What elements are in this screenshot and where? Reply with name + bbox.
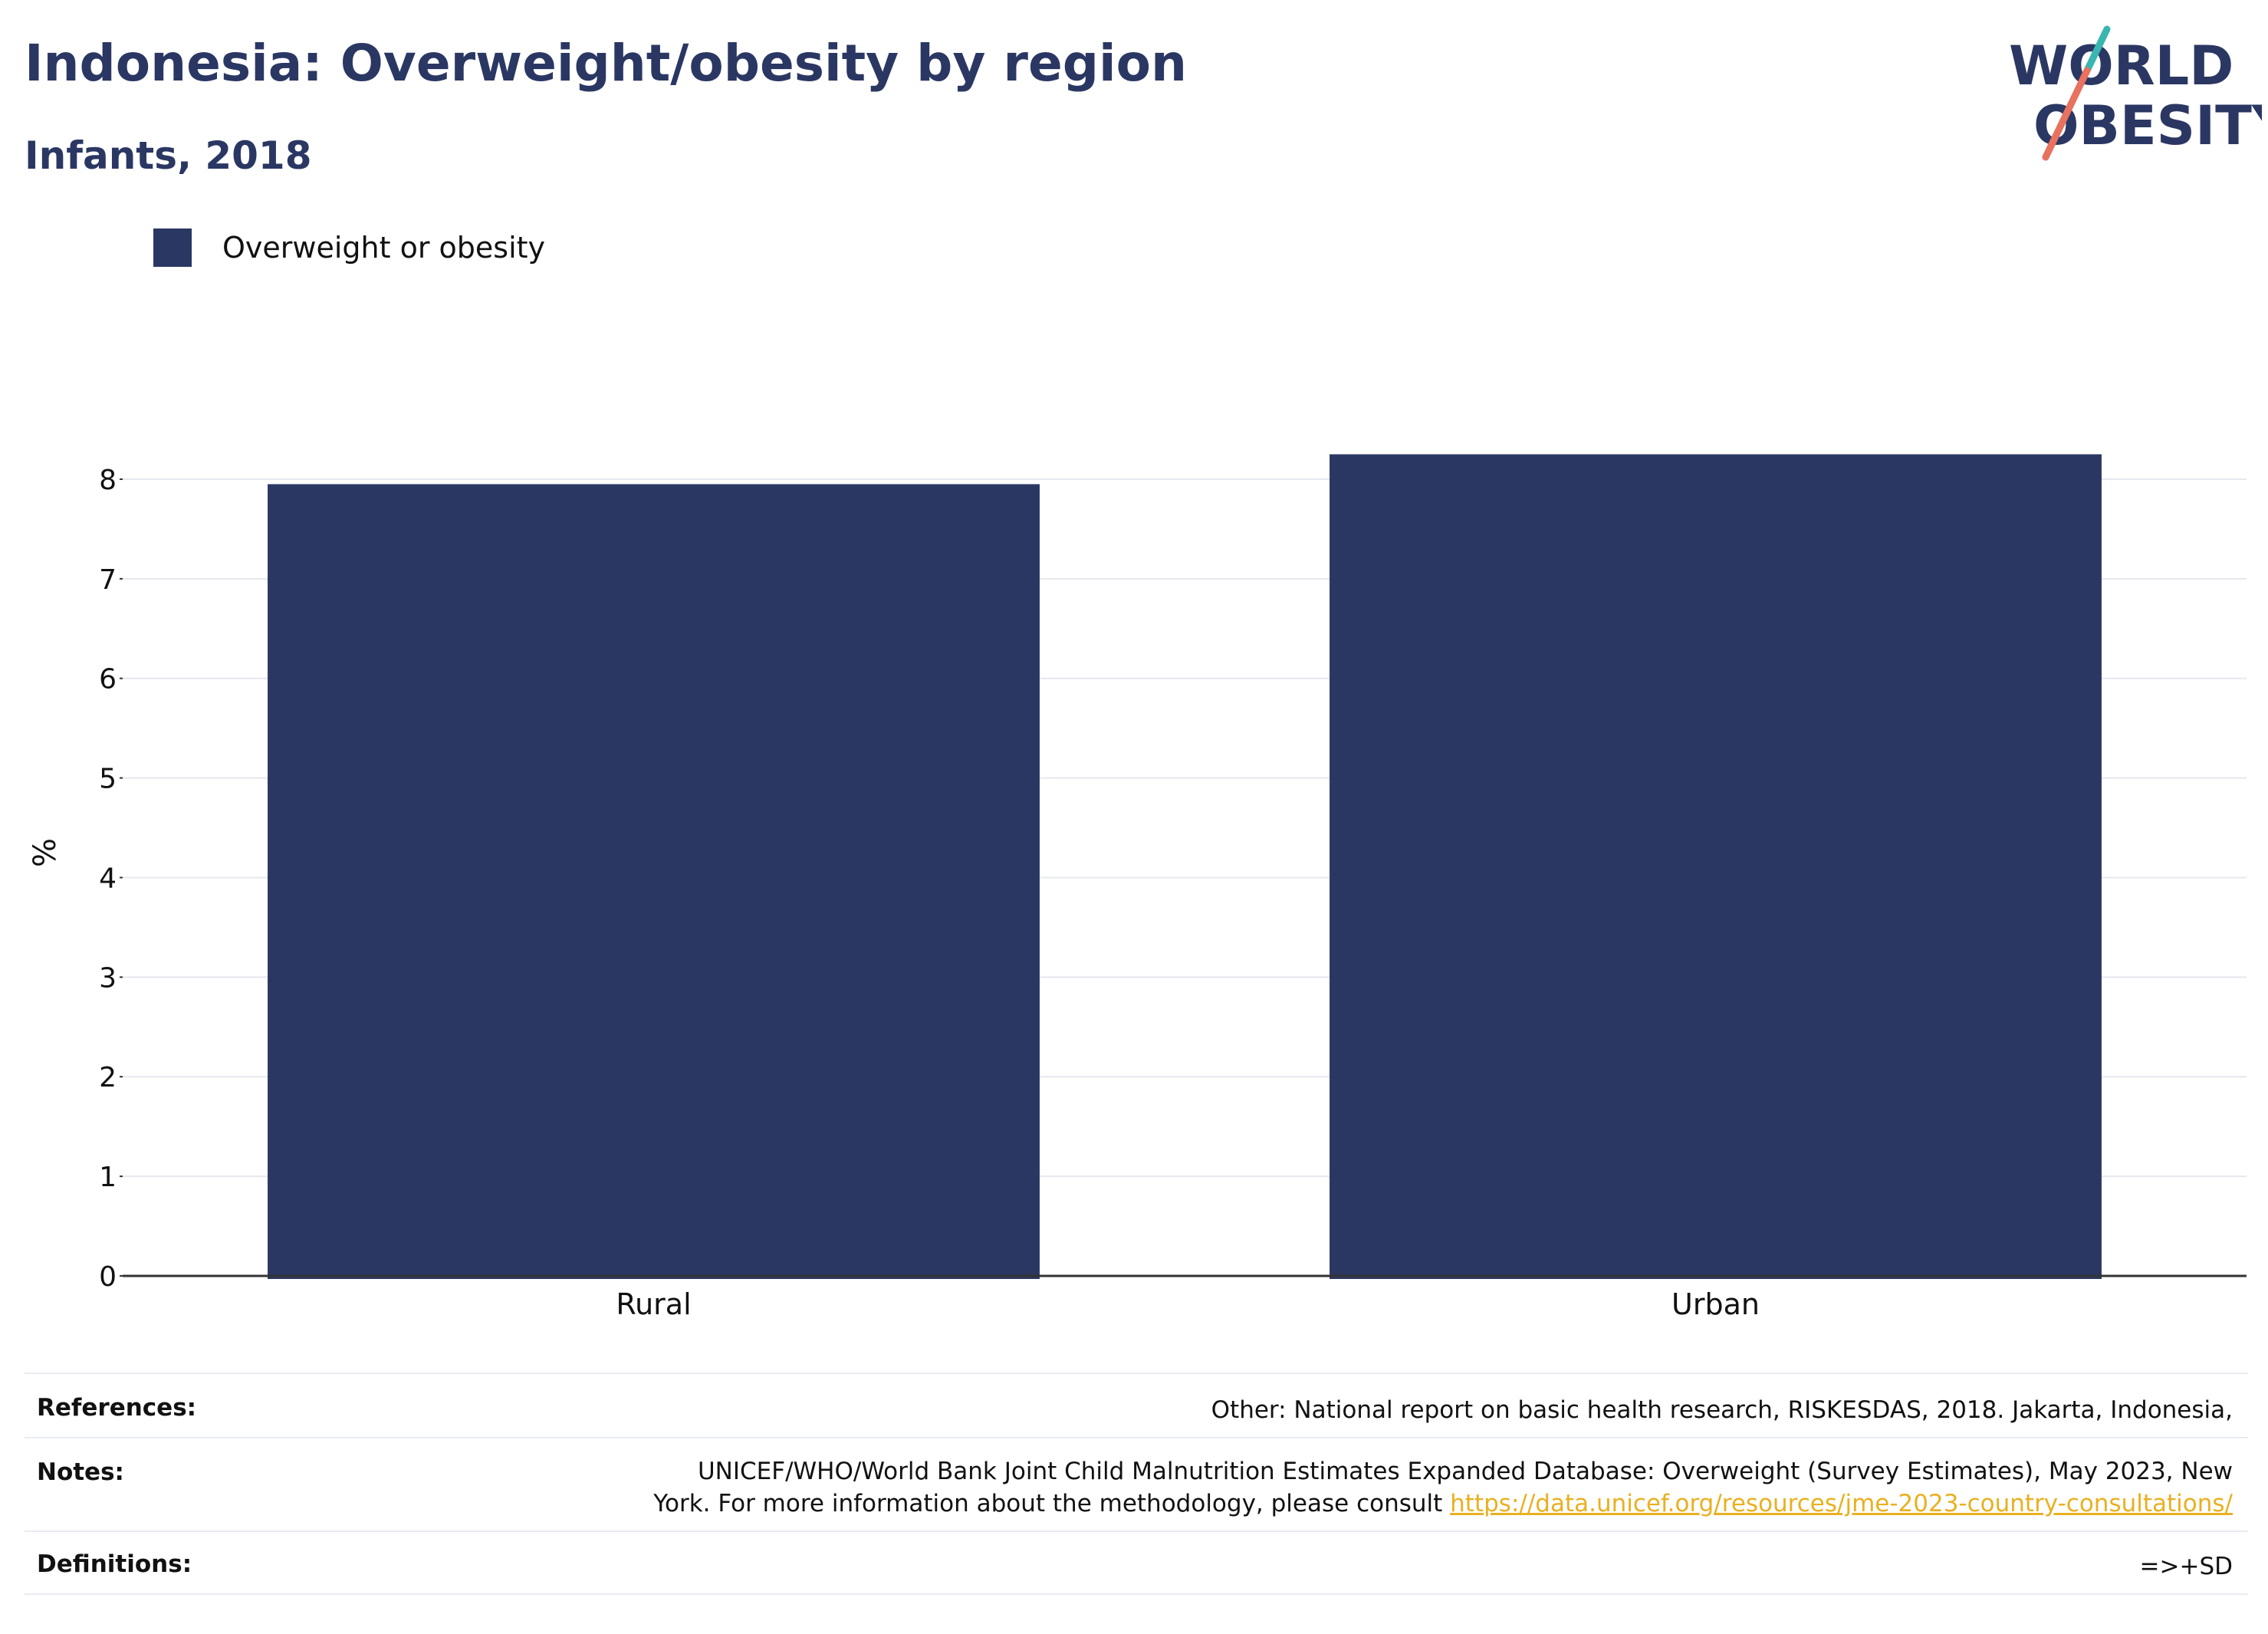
bar-urban <box>1330 454 2102 1279</box>
notes-line-1: UNICEF/WHO/World Bank Joint Child Malnut… <box>697 1458 2233 1485</box>
legend-label: Overweight or obesity <box>222 231 546 265</box>
y-tick-label: 6 <box>99 664 117 695</box>
bar-chart: 0 1 2 3 4 5 6 7 8 Rural Urban% <box>28 454 2247 1321</box>
footer-divider <box>25 1593 2248 1595</box>
bar-rural <box>268 484 1040 1279</box>
x-tick-label: Rural <box>616 1287 691 1321</box>
notes-label: Notes: <box>37 1458 124 1486</box>
definitions-label: Definitions: <box>37 1550 192 1578</box>
y-tick-label: 0 <box>99 1261 117 1293</box>
definitions-text: =>+SD <box>2139 1553 2233 1580</box>
footer-divider <box>25 1530 2248 1532</box>
notes-text: UNICEF/WHO/World Bank Joint Child Malnut… <box>469 1455 2233 1520</box>
footer-divider <box>25 1437 2248 1438</box>
chart-subtitle: Infants, 2018 <box>25 133 312 178</box>
y-tick-label: 2 <box>99 1062 117 1093</box>
x-tick-label: Urban <box>1671 1287 1760 1321</box>
y-tick-label: 8 <box>99 465 117 496</box>
notes-line-2-text: York. For more information about the met… <box>653 1490 1451 1517</box>
legend-swatch <box>153 228 192 267</box>
logo-slash-coral <box>2042 67 2091 161</box>
references-label: References: <box>37 1394 197 1422</box>
logo-slash-teal <box>2083 25 2111 74</box>
y-axis-label: % <box>28 838 63 867</box>
chart-title: Indonesia: Overweight/obesity by region <box>25 34 1187 93</box>
footer-divider <box>25 1373 2248 1374</box>
logo-line-1: WORLD <box>2009 35 2233 97</box>
y-tick-label: 7 <box>99 564 117 596</box>
methodology-link[interactable]: https://data.unicef.org/resources/jme-20… <box>1450 1490 2233 1517</box>
y-tick-label: 5 <box>99 764 117 795</box>
y-tick-label: 4 <box>99 863 117 894</box>
y-tick-label: 1 <box>99 1162 117 1193</box>
world-obesity-logo: WORLD OBESITY <box>2009 25 2262 161</box>
notes-line-2: York. For more information about the met… <box>469 1488 2233 1520</box>
y-tick-label: 3 <box>99 962 117 994</box>
legend: Overweight or obesity <box>153 228 545 267</box>
references-text: Other: National report on basic health r… <box>1211 1396 2233 1424</box>
